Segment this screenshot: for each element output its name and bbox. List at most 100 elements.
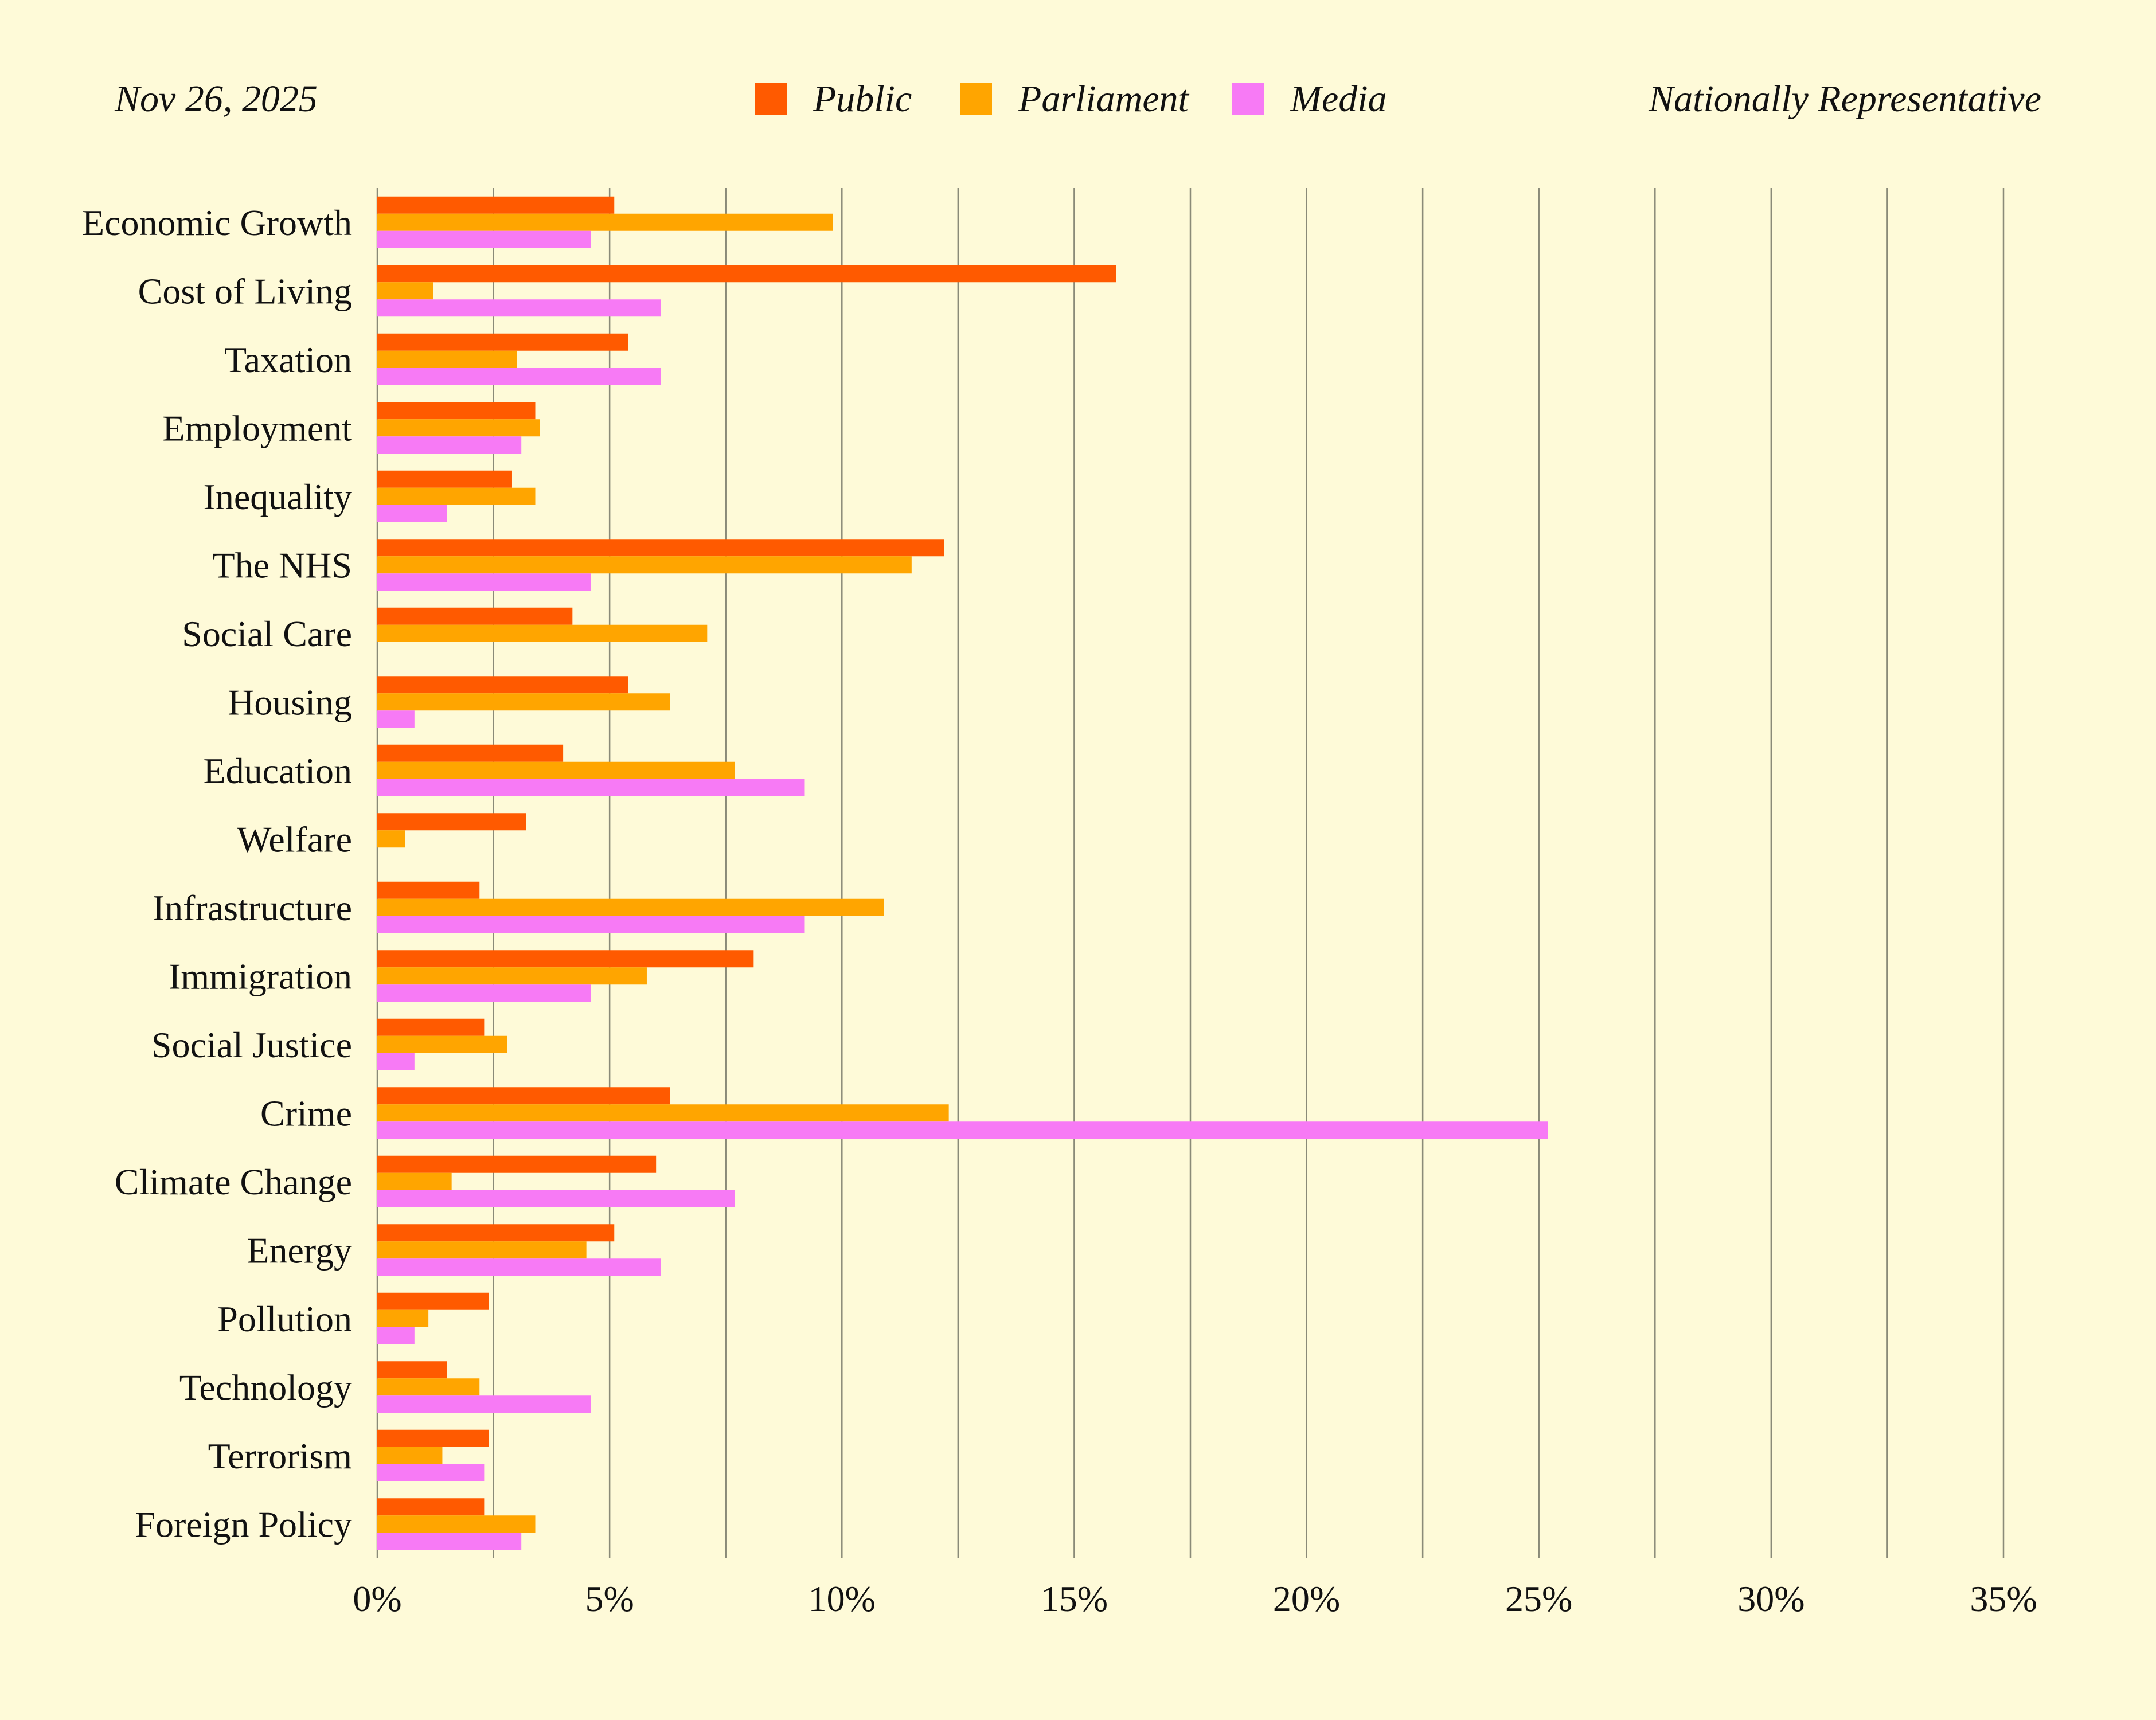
- bar-parliament-housing: [377, 693, 670, 711]
- bar-media-taxation: [377, 368, 661, 385]
- bar-public-welfare: [377, 813, 526, 831]
- bar-public-cost-of-living: [377, 265, 1116, 283]
- bar-parliament-social-care: [377, 624, 708, 642]
- legend-label-public: Public: [813, 78, 912, 120]
- bar-media-cost-of-living: [377, 299, 661, 317]
- x-tick-label: 5%: [585, 1578, 634, 1619]
- legend-label-parliament: Parliament: [1018, 78, 1189, 120]
- x-tick-label: 20%: [1273, 1578, 1340, 1619]
- legend-label-media: Media: [1290, 78, 1387, 120]
- bar-public-taxation: [377, 333, 628, 351]
- bar-media-technology: [377, 1395, 591, 1413]
- bar-public-economic-growth: [377, 196, 615, 214]
- bar-media-terrorism: [377, 1464, 485, 1481]
- bar-parliament-inequality: [377, 487, 536, 505]
- bar-media-immigration: [377, 984, 591, 1002]
- bar-public-technology: [377, 1361, 447, 1379]
- bar-media-climate-change: [377, 1190, 735, 1207]
- bar-public-inequality: [377, 470, 512, 488]
- bar-parliament-cost-of-living: [377, 282, 433, 300]
- bar-parliament-social-justice: [377, 1035, 507, 1053]
- bar-media-pollution: [377, 1327, 415, 1344]
- bar-parliament-the-nhs: [377, 556, 912, 574]
- legend-item-public: Public: [755, 73, 912, 125]
- grid-lines: [376, 188, 2005, 1558]
- bar-media-the-nhs: [377, 573, 591, 591]
- category-label-crime: Crime: [260, 1093, 352, 1133]
- bar-parliament-taxation: [377, 350, 517, 368]
- bar-public-climate-change: [377, 1155, 657, 1173]
- category-label-education: Education: [204, 750, 352, 791]
- legend-swatch-parliament: [960, 83, 992, 115]
- x-tick-label: 0%: [353, 1578, 401, 1619]
- category-label-inequality: Inequality: [204, 476, 352, 517]
- bar-public-infrastructure: [377, 881, 480, 899]
- bars: [377, 196, 1548, 1550]
- date-label: Nov 26, 2025: [115, 78, 318, 120]
- legend-item-media: Media: [1232, 73, 1387, 125]
- bar-parliament-foreign-policy: [377, 1515, 536, 1533]
- bar-public-social-justice: [377, 1018, 485, 1036]
- category-label-energy: Energy: [247, 1230, 352, 1271]
- category-label-taxation: Taxation: [224, 339, 352, 380]
- category-label-the-nhs: The NHS: [212, 545, 352, 585]
- bar-media-employment: [377, 436, 522, 454]
- bar-media-crime: [377, 1121, 1548, 1139]
- bar-parliament-crime: [377, 1104, 949, 1122]
- bar-parliament-infrastructure: [377, 898, 884, 916]
- bar-parliament-climate-change: [377, 1172, 452, 1190]
- bar-parliament-immigration: [377, 967, 647, 985]
- bar-parliament-economic-growth: [377, 213, 833, 231]
- bar-public-foreign-policy: [377, 1498, 485, 1516]
- bar-media-infrastructure: [377, 916, 805, 933]
- category-label-social-justice: Social Justice: [151, 1025, 352, 1065]
- category-labels: Economic Growth Cost of Living Taxation Emp…: [82, 202, 352, 1545]
- x-tick-label: 10%: [808, 1578, 876, 1619]
- bar-media-economic-growth: [377, 230, 591, 248]
- category-label-economic-growth: Economic Growth: [82, 202, 352, 243]
- category-label-housing: Housing: [228, 682, 352, 722]
- bar-public-education: [377, 744, 564, 762]
- legend-item-parliament: Parliament: [960, 73, 1189, 125]
- category-label-welfare: Welfare: [237, 819, 352, 859]
- bar-parliament-education: [377, 761, 735, 779]
- legend-swatch-media: [1232, 83, 1264, 115]
- category-label-infrastructure: Infrastructure: [153, 888, 352, 928]
- bar-public-housing: [377, 676, 628, 694]
- bar-media-social-justice: [377, 1053, 415, 1070]
- category-label-social-care: Social Care: [182, 613, 352, 654]
- x-tick-label: 35%: [1970, 1578, 2037, 1619]
- bar-media-foreign-policy: [377, 1533, 522, 1550]
- bar-media-energy: [377, 1258, 661, 1276]
- category-label-immigration: Immigration: [169, 956, 352, 996]
- bar-parliament-pollution: [377, 1309, 429, 1327]
- x-tick-labels: 0% 5% 10% 15% 20% 25% 30% 35%: [353, 1578, 2037, 1619]
- category-label-technology: Technology: [179, 1367, 352, 1408]
- bar-media-education: [377, 779, 805, 796]
- bar-public-the-nhs: [377, 539, 944, 557]
- bar-public-social-care: [377, 607, 573, 625]
- bar-public-employment: [377, 402, 536, 420]
- legend-swatch-public: [755, 83, 787, 115]
- category-label-employment: Employment: [162, 408, 352, 448]
- category-label-foreign-policy: Foreign Policy: [135, 1504, 352, 1545]
- bar-public-energy: [377, 1224, 615, 1242]
- category-label-pollution: Pollution: [217, 1299, 352, 1339]
- sample-label: Nationally Representative: [1649, 78, 2041, 120]
- x-tick-label: 15%: [1041, 1578, 1108, 1619]
- x-tick-label: 25%: [1505, 1578, 1572, 1619]
- bar-public-terrorism: [377, 1429, 489, 1447]
- chart-legend: Public Parliament Media: [0, 73, 2156, 125]
- bar-parliament-employment: [377, 419, 540, 437]
- category-label-cost-of-living: Cost of Living: [138, 271, 352, 311]
- bar-public-immigration: [377, 950, 754, 968]
- category-label-terrorism: Terrorism: [208, 1436, 352, 1476]
- bar-parliament-welfare: [377, 830, 405, 848]
- bar-media-housing: [377, 710, 415, 728]
- bar-parliament-energy: [377, 1241, 587, 1259]
- x-tick-label: 30%: [1737, 1578, 1805, 1619]
- bar-parliament-technology: [377, 1378, 480, 1396]
- bar-media-inequality: [377, 505, 447, 522]
- category-label-climate-change: Climate Change: [115, 1162, 352, 1202]
